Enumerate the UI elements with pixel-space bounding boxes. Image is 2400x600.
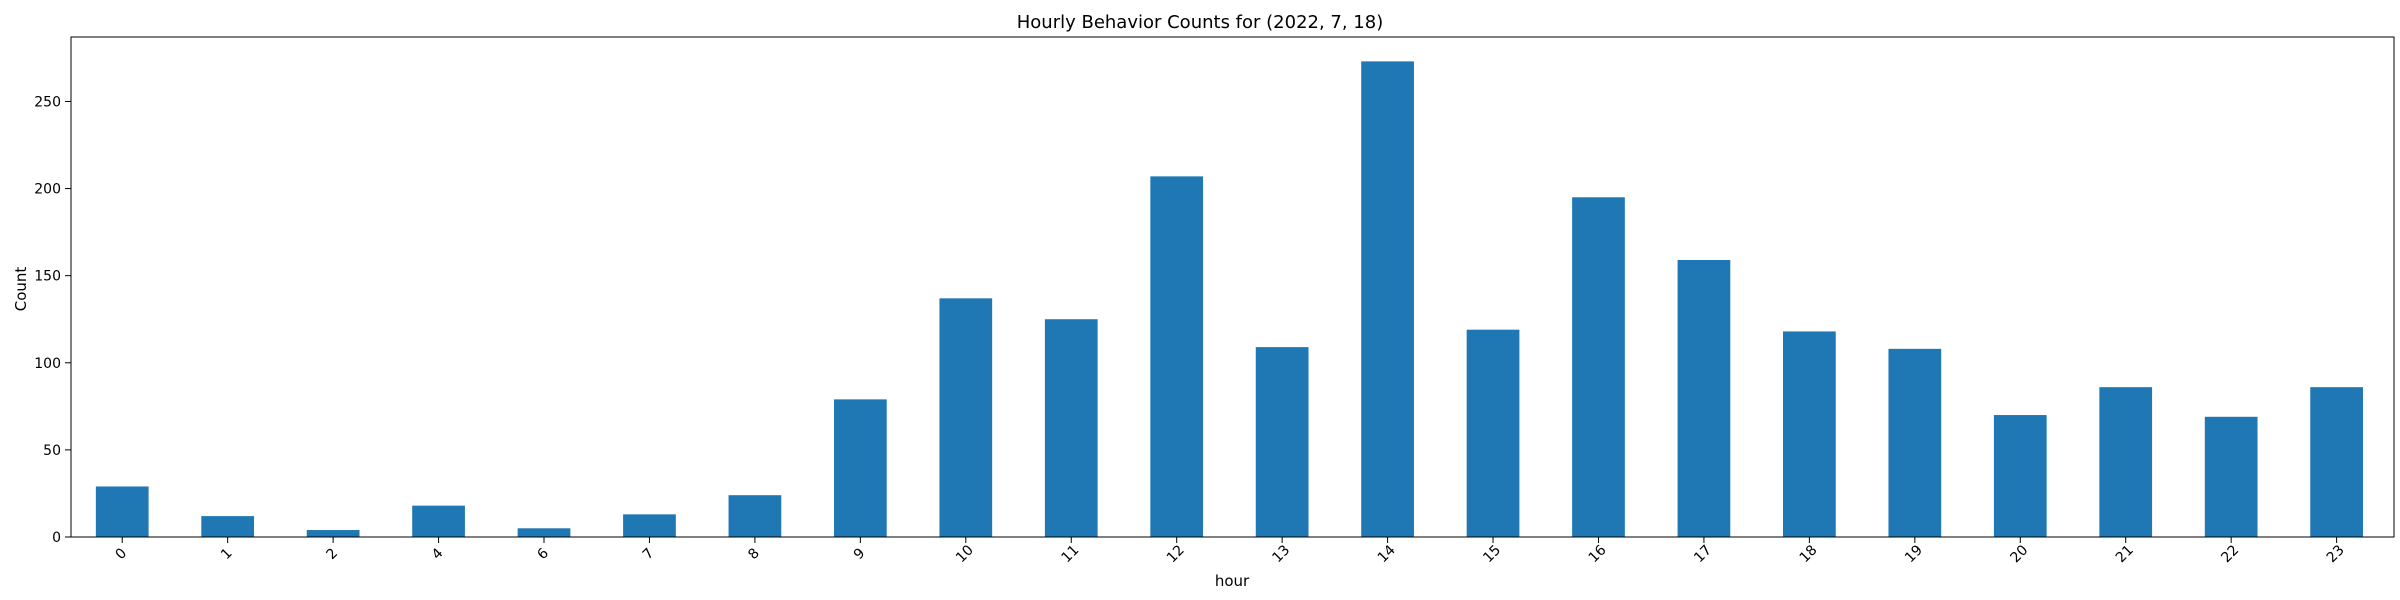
x-tick-label: 19 [1902, 542, 1926, 566]
chart-title: Hourly Behavior Counts for (2022, 7, 18) [1017, 12, 1384, 33]
bar-hour-9 [833, 399, 887, 537]
x-tick-label: 23 [2324, 542, 2348, 566]
x-tick-label: 12 [1164, 542, 1188, 566]
bar-hour-4 [412, 505, 465, 537]
y-tick-label: 200 [34, 182, 61, 198]
x-tick-label: 4 [429, 545, 447, 563]
bar-hour-6 [517, 528, 571, 537]
plot-frame [70, 36, 2395, 538]
bar-hour-17 [1677, 259, 1731, 537]
y-tick-label: 0 [52, 530, 61, 546]
x-tick-label: 21 [2113, 542, 2137, 566]
bars-group [95, 61, 2363, 538]
y-axis-label: Count [12, 267, 30, 312]
x-tick-label: 2 [323, 545, 341, 563]
bar-hour-8 [728, 495, 782, 537]
x-tick-label: 9 [851, 545, 869, 563]
x-tick-label: 6 [534, 545, 552, 563]
y-axis: 0 50 100 150 200 250 [34, 94, 71, 546]
bar-hour-19 [1888, 348, 1942, 537]
x-tick-label: 13 [1269, 542, 1293, 566]
bar-hour-1 [201, 516, 255, 537]
x-tick-label: 11 [1058, 542, 1082, 566]
bar-hour-11 [1044, 319, 1098, 537]
y-tick-label: 50 [43, 443, 61, 459]
x-axis-label: hour [1215, 572, 1250, 590]
y-tick-label: 250 [34, 94, 61, 110]
x-tick-label: 20 [2007, 542, 2031, 566]
bar-hour-20 [1993, 415, 2047, 537]
bar-hour-22 [2204, 416, 2258, 537]
x-tick-label: 16 [1586, 542, 1610, 566]
bar-hour-0 [95, 486, 149, 537]
x-tick-label: 17 [1691, 542, 1715, 566]
x-axis: 0 1 2 4 6 7 8 9 10 11 12 13 14 15 16 17 18 19 20 21 22 23 [113, 537, 2348, 566]
bar-hour-10 [939, 298, 993, 537]
bar-hour-21 [2099, 387, 2153, 537]
x-tick-label: 22 [2218, 542, 2242, 566]
bar-hour-15 [1466, 329, 1520, 537]
bar-hour-13 [1255, 347, 1309, 537]
y-tick-label: 150 [34, 269, 61, 285]
x-tick-label: 18 [1797, 542, 1821, 566]
x-tick-label: 15 [1480, 542, 1504, 566]
bar-hour-18 [1783, 331, 1836, 537]
x-tick-label: 1 [218, 545, 236, 563]
x-tick-label: 10 [953, 542, 977, 566]
x-tick-label: 14 [1375, 542, 1399, 566]
bar-hour-7 [623, 514, 676, 537]
bar-hour-16 [1572, 197, 1625, 537]
bar-hour-23 [2310, 387, 2363, 537]
y-tick-label: 100 [34, 356, 61, 372]
bar-hour-14 [1361, 61, 1414, 537]
bar-hour-12 [1150, 176, 1204, 538]
bar-hour-2 [306, 530, 360, 537]
x-tick-label: 7 [640, 545, 658, 563]
x-tick-label: 0 [113, 545, 131, 563]
x-tick-label: 8 [745, 545, 763, 563]
